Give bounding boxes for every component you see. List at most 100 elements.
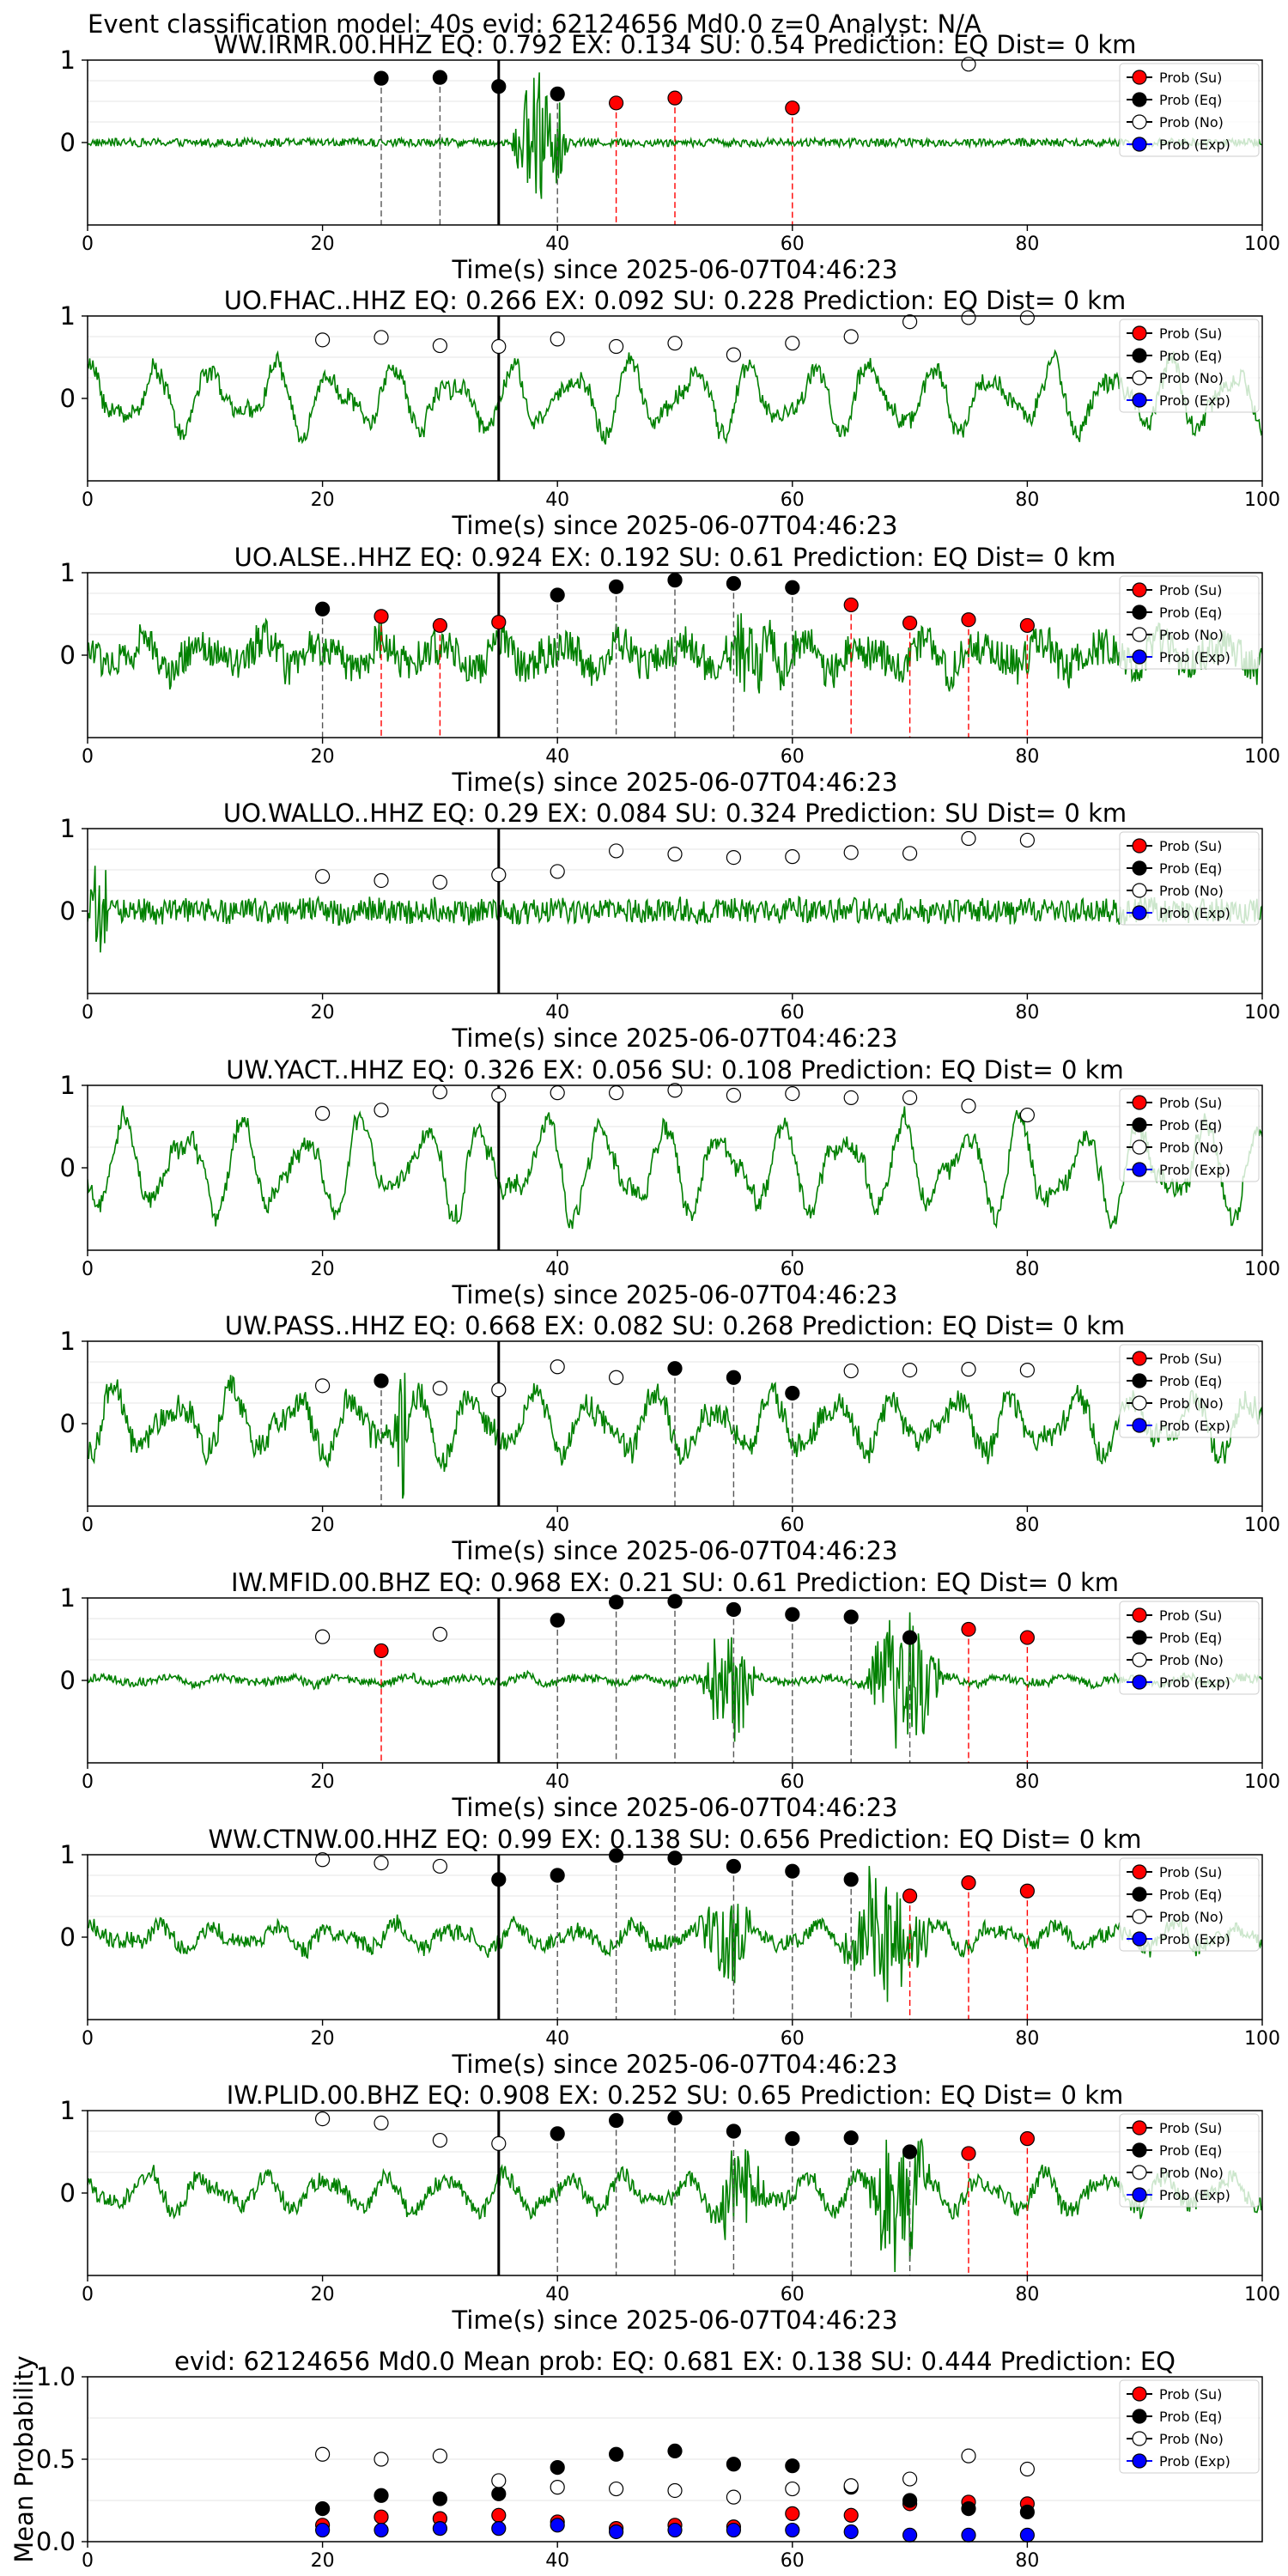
prob-point [785, 1863, 800, 1879]
prob-point [491, 79, 507, 94]
x-tick-label: 20 [311, 1515, 335, 1536]
prob-point [843, 329, 859, 344]
mean-prob-point [726, 2522, 742, 2538]
x-tick-label: 80 [1015, 1515, 1039, 1536]
legend-label-3: Prob (Exp) [1159, 2187, 1230, 2203]
legend-label-1: Prob (Eq) [1159, 605, 1222, 621]
prob-point [374, 872, 389, 889]
prob-point [608, 2112, 624, 2129]
waveform-line [88, 866, 1262, 953]
y-axis-label: Mean Probability [9, 2355, 39, 2563]
prob-point [432, 1084, 448, 1100]
prob-point [843, 597, 859, 613]
prob-point [843, 1609, 859, 1625]
legend-marker-3 [1132, 392, 1147, 408]
panel-title: WW.CTNW.00.HHZ EQ: 0.99 EX: 0.138 SU: 0.… [208, 1825, 1141, 1854]
prob-point [902, 846, 918, 861]
x-axis-label: Time(s) since 2025-06-07T04:46:23 [452, 511, 898, 540]
legend-label-0: Prob (Su) [1159, 838, 1222, 854]
legend-box [1119, 1344, 1260, 1438]
plot-content [88, 1601, 1262, 1763]
prob-point [843, 1090, 859, 1106]
panel-7: WW.CTNW.00.HHZ EQ: 0.99 EX: 0.138 SU: 0.… [60, 1825, 1280, 2079]
legend-label-1: Prob (Eq) [1159, 92, 1222, 108]
y-tick-label: 1 [60, 1071, 76, 1100]
legend-marker-2 [1132, 627, 1147, 642]
legend-label-2: Prob (No) [1159, 2165, 1224, 2181]
legend-box [1119, 2113, 1260, 2208]
prob-point [432, 337, 448, 354]
mean-prob-point [315, 2446, 331, 2462]
prob-point [961, 1098, 976, 1114]
prob-point [667, 573, 683, 588]
prob-point [1019, 1883, 1036, 1899]
x-tick-label: 80 [1015, 2284, 1039, 2306]
x-tick-label: 40 [545, 2028, 569, 2050]
y-tick-label: 0 [60, 641, 76, 670]
prob-point [902, 1362, 918, 1378]
y-tick-label: 1 [60, 1840, 76, 1869]
prob-point [432, 1381, 448, 1396]
legend-label-1: Prob (Eq) [1159, 1630, 1222, 1646]
prob-point [961, 612, 976, 628]
x-tick-label: 80 [1015, 746, 1039, 768]
prob-point [432, 2132, 448, 2148]
x-tick-label: 80 [1015, 234, 1039, 255]
panel-9: evid: 62124656 Md0.0 Mean prob: EQ: 0.68… [9, 2347, 1263, 2572]
prob-point [902, 615, 918, 631]
panel-title: IW.PLID.00.BHZ EQ: 0.908 EX: 0.252 SU: 0… [227, 2081, 1124, 2110]
legend-box [1119, 319, 1260, 413]
legend-marker-2 [1132, 114, 1147, 130]
mean-prob-point [315, 2522, 331, 2538]
mean-prob-point [374, 2488, 389, 2503]
panel-2: UO.ALSE..HHZ EQ: 0.924 EX: 0.192 SU: 0.6… [60, 543, 1280, 797]
legend-marker-0 [1132, 1607, 1147, 1623]
x-tick-label: 60 [781, 1259, 805, 1280]
prob-point [961, 1621, 976, 1637]
mean-prob-point [785, 2506, 800, 2521]
prob-point [667, 90, 683, 106]
panel-title: evid: 62124656 Md0.0 Mean prob: EQ: 0.68… [174, 2347, 1176, 2376]
prob-point [726, 1601, 742, 1618]
legend-marker-0 [1132, 1864, 1147, 1880]
prob-point [315, 332, 331, 348]
legend-box [1119, 1088, 1260, 1182]
x-tick-label: 60 [781, 2550, 805, 2572]
prob-point [315, 2111, 331, 2127]
prob-point [550, 2126, 565, 2142]
mean-prob-point [374, 2451, 389, 2467]
mean-prob-point [374, 2509, 389, 2524]
legend-marker-1 [1132, 1886, 1147, 1902]
prob-point [843, 845, 859, 860]
x-axis-label: Time(s) since 2025-06-07T04:46:23 [452, 2306, 898, 2335]
panel-title: UO.ALSE..HHZ EQ: 0.924 EX: 0.192 SU: 0.6… [234, 543, 1116, 572]
prob-point [785, 1607, 800, 1622]
mean-prob-point [1019, 2504, 1036, 2520]
legend-label-2: Prob (No) [1159, 1139, 1224, 1156]
y-tick-label: 1 [60, 301, 76, 331]
y-tick-label: 1 [60, 1327, 76, 1356]
prob-point [667, 1361, 683, 1376]
legend-marker-0 [1132, 2120, 1147, 2136]
x-tick-label: 100 [1244, 1259, 1280, 1280]
legend-marker-1 [1132, 2142, 1147, 2158]
legend-label-3: Prob (Exp) [1159, 1418, 1230, 1434]
legend-label-3: Prob (Exp) [1159, 649, 1230, 665]
legend-label-0: Prob (Su) [1159, 70, 1222, 86]
legend-label-3: Prob (Exp) [1159, 1674, 1230, 1691]
x-tick-label: 100 [1244, 1771, 1280, 1793]
legend-label-1: Prob (Eq) [1159, 1886, 1222, 1903]
mean-prob-point [550, 2460, 565, 2476]
prob-point [491, 1087, 507, 1103]
prob-point [374, 1856, 389, 1871]
prob-point [667, 2111, 683, 2126]
x-tick-label: 40 [545, 489, 569, 511]
legend-marker-2 [1132, 1652, 1147, 1668]
x-tick-label: 40 [545, 234, 569, 255]
x-tick-label: 80 [1015, 1002, 1039, 1024]
y-tick-label: 0 [60, 1666, 76, 1695]
mean-prob-point [432, 2448, 448, 2464]
prob-point [1019, 2131, 1036, 2147]
legend-label-3: Prob (Exp) [1159, 392, 1230, 409]
mean-prob-point [726, 2457, 742, 2472]
